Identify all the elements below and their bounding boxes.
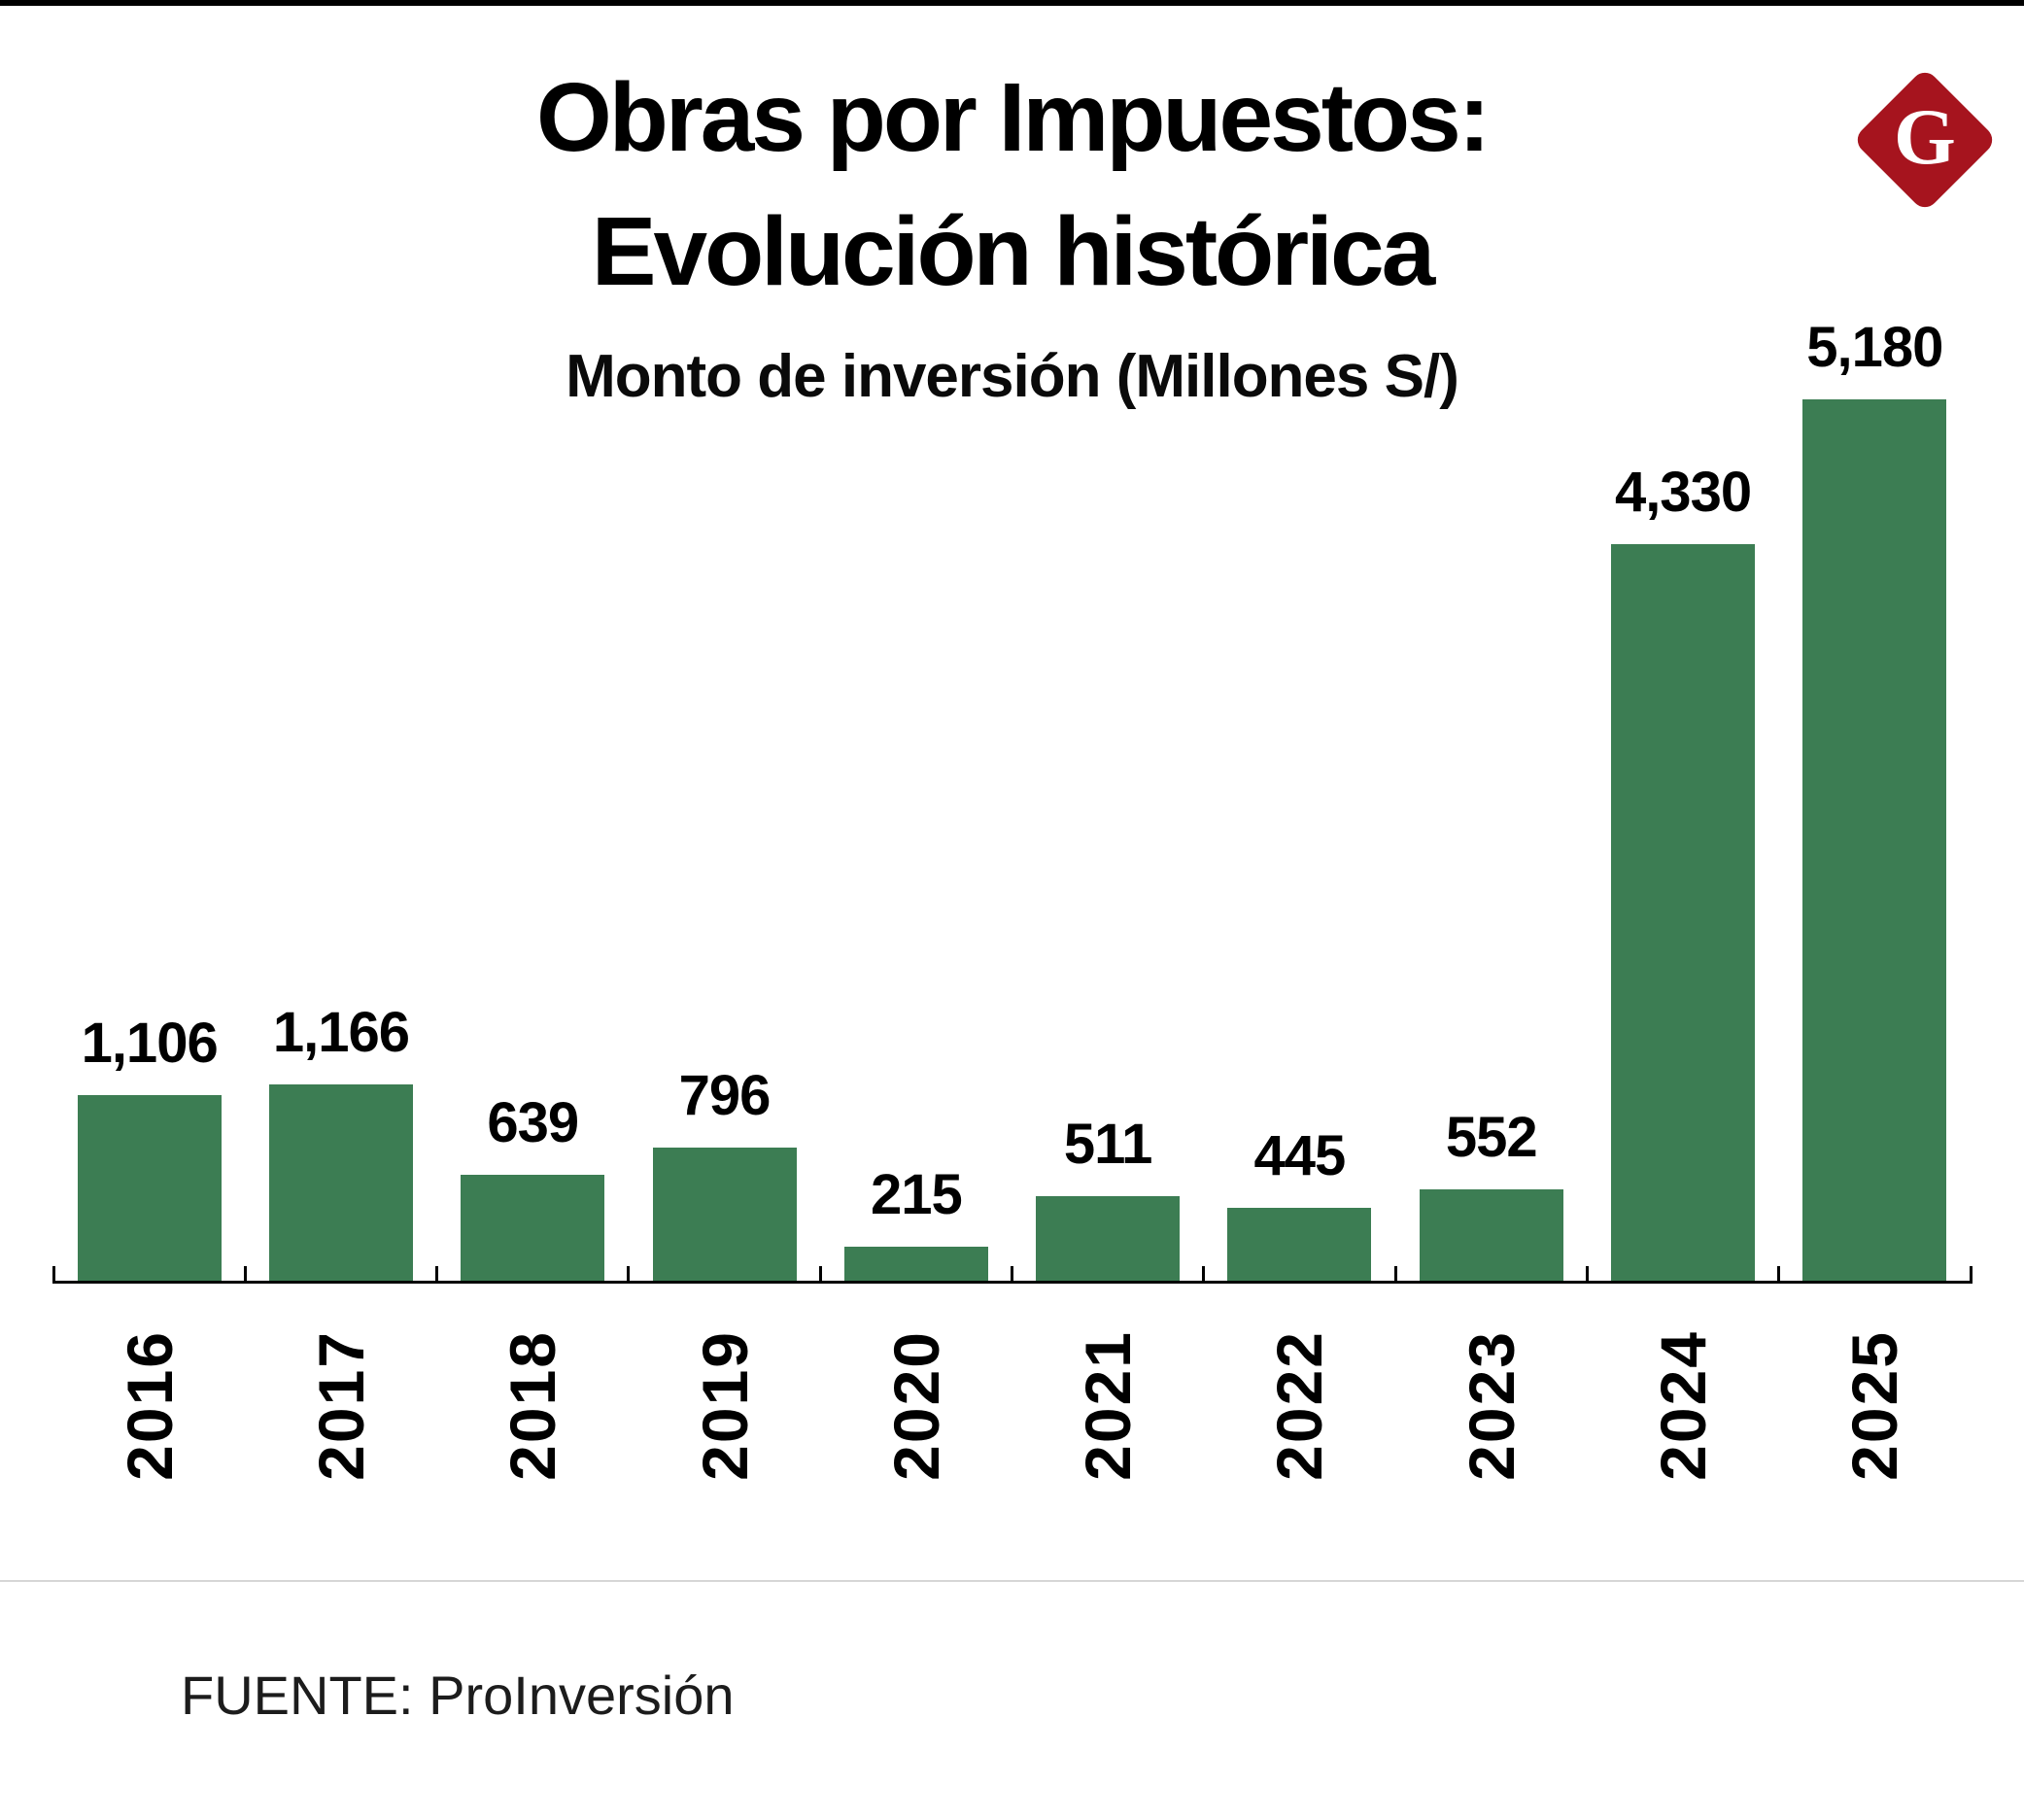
chart-title-line-2: Evolución histórica — [591, 197, 1435, 306]
x-axis-label-cell: 2024 — [1587, 1330, 1778, 1578]
bar-value-label: 445 — [1253, 1124, 1347, 1187]
axis-tick — [51, 1266, 55, 1284]
brand-logo: G — [1851, 66, 1999, 214]
bar-group-2023: 552 — [1395, 302, 1587, 1284]
axis-tick — [435, 1266, 439, 1284]
bar-2025 — [1802, 399, 1947, 1284]
bar-2020 — [843, 1247, 988, 1284]
x-axis-label: 2019 — [688, 1330, 761, 1481]
bar-2024 — [1611, 544, 1755, 1284]
brand-logo-diamond: G — [1852, 67, 1998, 213]
x-axis-label: 2016 — [113, 1330, 186, 1481]
bar-group-2024: 4,330 — [1587, 302, 1778, 1284]
axis-tick — [627, 1266, 631, 1284]
bar-2023 — [1419, 1189, 1563, 1284]
chart-title-line-1: Obras por Impuestos: — [535, 63, 1491, 172]
bar-2017 — [268, 1084, 413, 1284]
bar-group-2019: 796 — [629, 302, 820, 1284]
bar-value-label: 4,330 — [1614, 461, 1752, 524]
bar-group-2016: 1,106 — [53, 302, 245, 1284]
x-axis-label: 2024 — [1647, 1330, 1720, 1481]
x-axis-label: 2021 — [1072, 1330, 1145, 1481]
x-axis-label-cell: 2020 — [820, 1330, 1012, 1578]
bar-value-label: 639 — [487, 1091, 579, 1154]
bar-value-label: 552 — [1445, 1106, 1538, 1169]
bar-value-label: 1,106 — [81, 1012, 219, 1075]
top-border-line — [0, 0, 2024, 6]
x-axis-label: 2025 — [1838, 1330, 1911, 1481]
bar-group-2022: 445 — [1204, 302, 1395, 1284]
bar-2019 — [652, 1148, 797, 1284]
x-axis-label-cell: 2017 — [245, 1330, 436, 1578]
bar-group-2017: 1,166 — [245, 302, 436, 1284]
x-axis-label: 2018 — [497, 1330, 569, 1481]
x-axis-label: 2022 — [1263, 1330, 1336, 1481]
bar-2018 — [461, 1175, 605, 1284]
x-axis-label: 2023 — [1455, 1330, 1527, 1481]
bar-group-2025: 5,180 — [1779, 302, 1971, 1284]
footer-divider — [0, 1580, 2024, 1582]
bar-value-label: 5,180 — [1806, 316, 1943, 379]
x-axis-labels: 2016 2017 2018 2019 2020 2021 2022 2023 2024 2025 — [53, 1330, 1971, 1578]
bar-2021 — [1036, 1196, 1181, 1284]
brand-logo-letter: G — [1894, 91, 1956, 181]
bar-value-label: 511 — [1063, 1113, 1153, 1176]
bar-chart: 1,106 1,166 639 796 215 511 445 552 4,330 5,180 2… — [51, 302, 1973, 1578]
bar-value-label: 215 — [870, 1163, 963, 1226]
x-axis-label: 2017 — [304, 1330, 377, 1481]
x-axis-label-cell: 2021 — [1012, 1330, 1203, 1578]
x-axis-label-cell: 2022 — [1204, 1330, 1395, 1578]
chart-header: Obras por Impuestos: Evolución histórica… — [0, 51, 2024, 411]
axis-tick — [1393, 1266, 1397, 1284]
bar-2016 — [77, 1095, 222, 1284]
axis-tick — [1969, 1266, 1973, 1284]
bar-group-2020: 215 — [820, 302, 1012, 1284]
x-axis-label-cell: 2019 — [629, 1330, 820, 1578]
source-text: FUENTE: ProInversión — [181, 1665, 735, 1726]
bar-value-label: 796 — [678, 1064, 772, 1127]
bar-2022 — [1227, 1208, 1372, 1284]
axis-tick — [243, 1266, 247, 1284]
x-axis-label-cell: 2025 — [1779, 1330, 1971, 1578]
x-axis-label: 2020 — [879, 1330, 952, 1481]
bar-group-2021: 511 — [1012, 302, 1203, 1284]
axis-tick — [1011, 1266, 1013, 1284]
x-axis-label-cell: 2023 — [1395, 1330, 1587, 1578]
bar-value-label: 1,166 — [272, 1001, 410, 1064]
plot-area: 1,106 1,166 639 796 215 511 445 552 4,330 5,180 — [51, 302, 1973, 1284]
x-axis-label-cell: 2018 — [437, 1330, 629, 1578]
chart-subtitle: Monto de inversión (Millones S/) — [566, 343, 1459, 410]
axis-tick — [1777, 1266, 1781, 1284]
axis-tick — [1202, 1266, 1206, 1284]
axis-tick — [818, 1266, 822, 1284]
axis-tick — [1585, 1266, 1589, 1284]
bar-group-2018: 639 — [437, 302, 629, 1284]
x-axis-label-cell: 2016 — [53, 1330, 245, 1578]
